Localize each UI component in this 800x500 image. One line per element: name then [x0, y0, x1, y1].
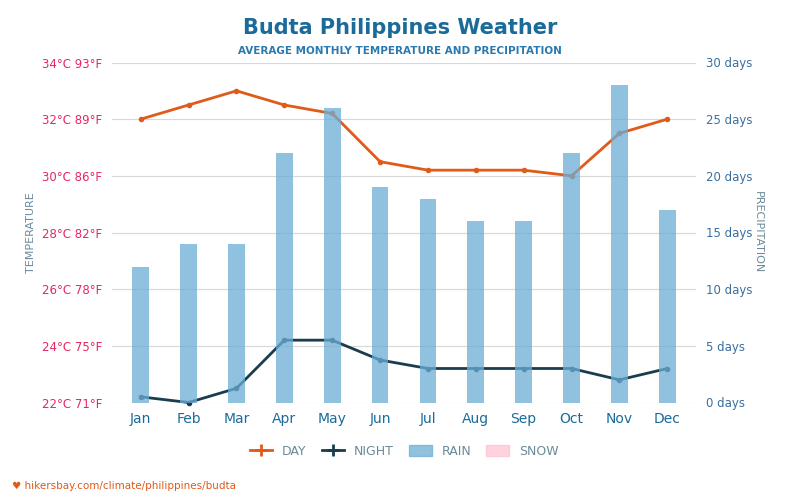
Bar	[611, 85, 628, 402]
Text: AVERAGE MONTHLY TEMPERATURE AND PRECIPITATION: AVERAGE MONTHLY TEMPERATURE AND PRECIPIT…	[238, 46, 562, 56]
Text: Budta Philippines Weather: Budta Philippines Weather	[243, 18, 557, 38]
Bar	[515, 221, 532, 402]
Bar	[132, 266, 149, 402]
Bar	[228, 244, 245, 402]
Y-axis label: TEMPERATURE: TEMPERATURE	[26, 192, 36, 273]
Text: ♥ hikersbay.com/climate/philippines/budta: ♥ hikersbay.com/climate/philippines/budt…	[12, 481, 236, 491]
Bar	[467, 221, 484, 402]
Bar	[659, 210, 676, 402]
Bar	[180, 244, 197, 402]
Bar	[324, 108, 341, 403]
Bar	[372, 187, 389, 402]
Legend: DAY, NIGHT, RAIN, SNOW: DAY, NIGHT, RAIN, SNOW	[245, 440, 563, 462]
Bar	[563, 153, 580, 402]
Bar	[419, 198, 436, 402]
Y-axis label: PRECIPITATION: PRECIPITATION	[754, 192, 763, 274]
Bar	[276, 153, 293, 402]
